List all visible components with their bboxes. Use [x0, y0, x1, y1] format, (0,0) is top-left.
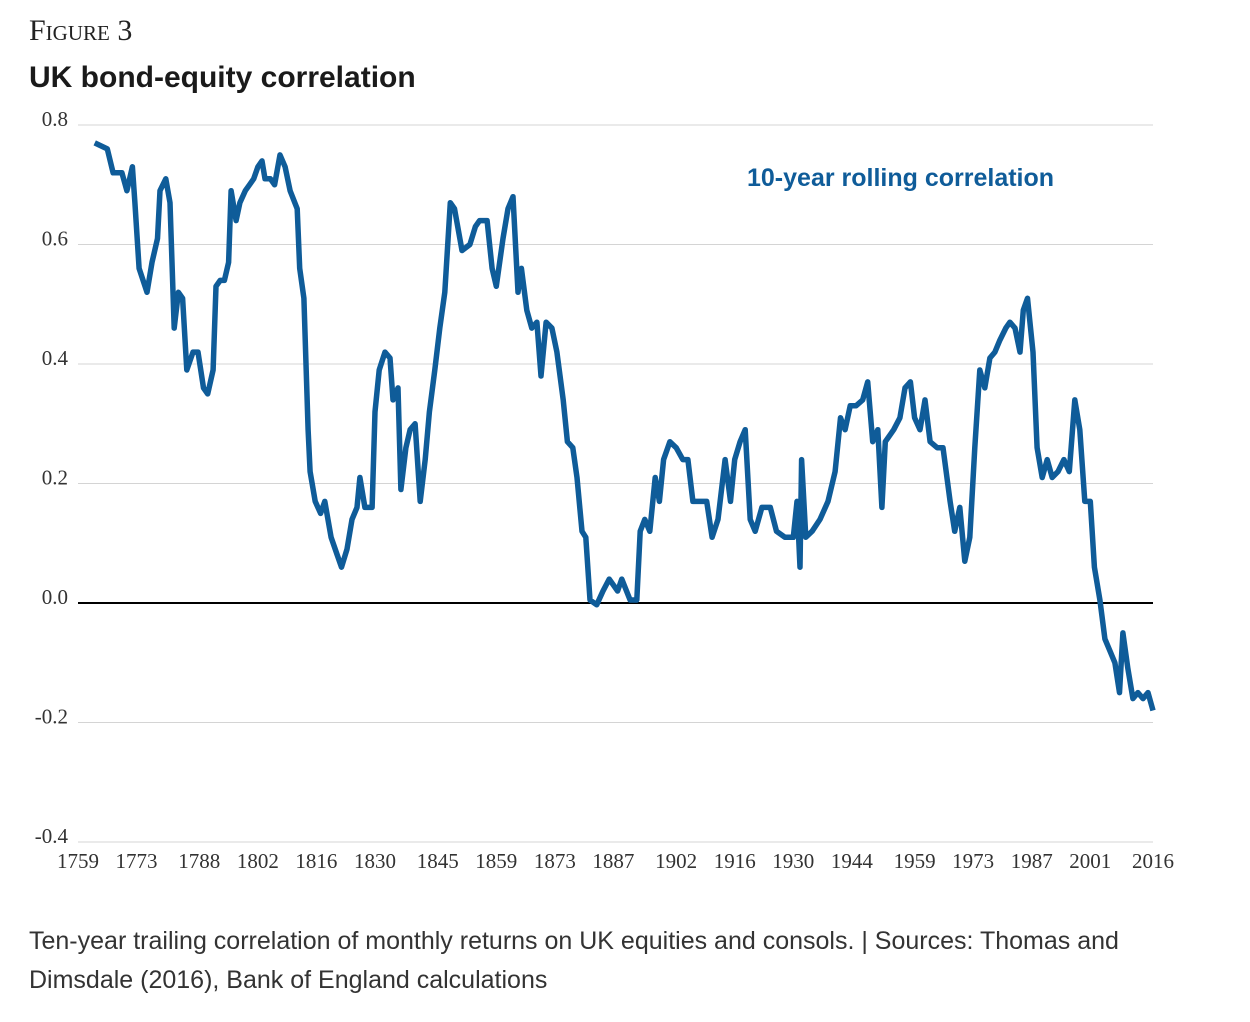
chart: Figure 3 UK bond-equity correlation 10-y…	[29, 14, 1174, 873]
data-line	[93, 140, 1156, 712]
x-tick-label: 1902	[655, 849, 697, 873]
x-tick-label: 1887	[592, 849, 634, 873]
y-tick-label: 0.6	[42, 226, 68, 250]
x-tick-label: 1759	[57, 849, 99, 873]
caption: Ten-year trailing correlation of monthly…	[29, 927, 1119, 994]
x-tick-label: 1788	[178, 849, 220, 873]
x-tick-label: 1859	[475, 849, 517, 873]
x-tick-label: 1973	[952, 849, 994, 873]
chart-title: UK bond-equity correlation	[29, 61, 416, 94]
x-tick-label: 1830	[354, 849, 396, 873]
x-tick-label: 1845	[417, 849, 459, 873]
x-tick-label: 1802	[237, 849, 279, 873]
y-tick-label: 0.8	[42, 107, 68, 131]
y-tick-label: 0.2	[42, 465, 68, 489]
x-tick-label: 2016	[1132, 849, 1174, 873]
figure-label: Figure 3	[29, 14, 132, 47]
y-tick-label: -0.2	[35, 704, 68, 728]
y-tick-label: -0.4	[35, 824, 69, 848]
x-tick-label: 1930	[772, 849, 814, 873]
y-tick-label: 0.4	[42, 346, 69, 370]
x-tick-label: 1773	[116, 849, 158, 873]
y-tick-label: 0.0	[42, 585, 68, 609]
x-tick-label: 1873	[534, 849, 576, 873]
x-tick-label: 1816	[295, 849, 337, 873]
x-tick-label: 1916	[714, 849, 756, 873]
annotation: 10-year rolling correlation	[747, 164, 1054, 192]
x-tick-label: 2001	[1069, 849, 1111, 873]
x-tick-label: 1944	[831, 849, 874, 873]
x-tick-label: 1959	[894, 849, 936, 873]
x-tick-label: 1987	[1011, 849, 1053, 873]
